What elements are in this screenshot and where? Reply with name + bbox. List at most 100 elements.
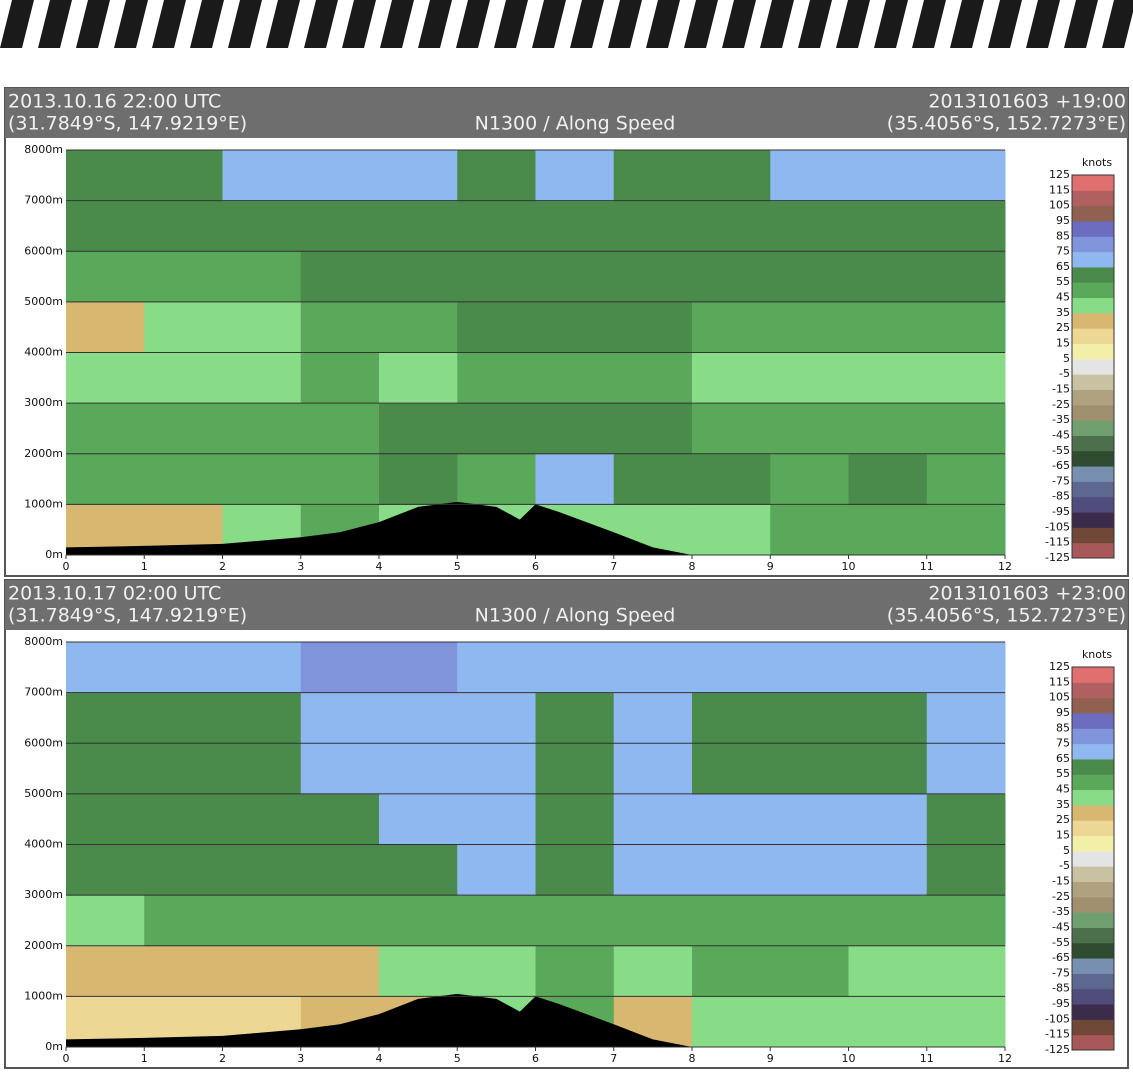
field-cell	[457, 794, 536, 845]
field-cell	[301, 150, 380, 201]
field-cell	[301, 642, 380, 693]
field-cell	[770, 201, 849, 252]
field-cell	[223, 302, 302, 353]
field-cell	[379, 454, 458, 505]
field-cell	[379, 251, 458, 302]
field-cell	[379, 794, 458, 845]
colorbar-tick-label: 65	[1056, 260, 1070, 273]
field-cell	[536, 693, 615, 744]
field-cell	[223, 895, 302, 946]
field-cell	[770, 845, 849, 896]
colorbar-tick-label: 55	[1056, 767, 1070, 780]
field-cell	[301, 693, 380, 744]
colorbar-tick-label: -95	[1052, 505, 1070, 518]
colorbar-bin	[1072, 973, 1114, 989]
field-cell	[849, 743, 928, 794]
colorbar-bin	[1072, 252, 1114, 268]
field-cell	[144, 403, 223, 454]
x-tick-label: 11	[920, 560, 934, 573]
colorbar-label: knots	[1082, 156, 1112, 169]
banner-stripes	[0, 0, 1133, 48]
field-cell	[614, 895, 693, 946]
field-cell	[536, 251, 615, 302]
field-cell	[692, 642, 771, 693]
field-cell	[144, 642, 223, 693]
colorbar-tick-label: 115	[1049, 183, 1070, 196]
field-cell	[301, 454, 380, 505]
field-cell	[223, 251, 302, 302]
colorbar-tick-label: -85	[1052, 982, 1070, 995]
field-cell	[849, 150, 928, 201]
colorbar-bin	[1072, 1035, 1114, 1051]
field-cell	[614, 201, 693, 252]
field-cell	[379, 302, 458, 353]
field-cell	[927, 693, 1006, 744]
y-tick-label: 6000m	[24, 736, 63, 749]
field-cell	[927, 353, 1006, 404]
y-tick-label: 8000m	[24, 143, 63, 156]
colorbar-bin	[1072, 405, 1114, 421]
field-cell	[692, 150, 771, 201]
x-tick-label: 12	[998, 560, 1012, 573]
field-cell	[849, 794, 928, 845]
colorbar-bin	[1072, 927, 1114, 943]
field-cell	[770, 150, 849, 201]
x-tick-label: 6	[532, 1052, 539, 1065]
field-cell	[301, 251, 380, 302]
field-cell	[457, 743, 536, 794]
field-cell	[536, 845, 615, 896]
colorbar-tick-label: 105	[1049, 691, 1070, 704]
y-tick-label: 1000m	[24, 989, 63, 1002]
field-cell	[927, 946, 1006, 997]
colorbar-bin	[1072, 805, 1114, 821]
x-tick-label: 8	[689, 560, 696, 573]
colorbar-tick-label: -115	[1045, 536, 1070, 549]
field-cell	[66, 743, 145, 794]
field-cell	[927, 996, 1006, 1047]
colorbar-label: knots	[1082, 648, 1112, 661]
field-cell	[692, 996, 771, 1047]
field-cell	[144, 150, 223, 201]
x-tick-label: 11	[920, 1052, 934, 1065]
field-cell	[536, 302, 615, 353]
field-cell	[379, 642, 458, 693]
colorbar-tick-label: 105	[1049, 199, 1070, 212]
field-cell	[66, 642, 145, 693]
field-cell	[692, 693, 771, 744]
colorbar-tick-label: 35	[1056, 798, 1070, 811]
field-cell	[927, 895, 1006, 946]
header-right: 2013101603 +23:00	[928, 583, 1126, 605]
field-cell	[144, 693, 223, 744]
field-cell	[927, 251, 1006, 302]
colorbar-tick-label: -35	[1052, 905, 1070, 918]
field-cell	[457, 353, 536, 404]
field-cell	[457, 454, 536, 505]
field-cell	[770, 996, 849, 1047]
field-cell	[692, 504, 771, 555]
header-right: (35.4056°S, 152.7273°E)	[887, 605, 1126, 627]
field-cell	[770, 454, 849, 505]
field-cell	[770, 895, 849, 946]
field-cell	[614, 743, 693, 794]
field-cell	[301, 845, 380, 896]
colorbar-bin	[1072, 374, 1114, 390]
field-cell	[770, 693, 849, 744]
field-cell	[223, 454, 302, 505]
colorbar-bin	[1072, 267, 1114, 283]
field-cell	[770, 353, 849, 404]
field-cell	[144, 302, 223, 353]
field-cell	[849, 996, 928, 1047]
colorbar-tick-label: 75	[1056, 737, 1070, 750]
field-cell	[66, 454, 145, 505]
field-cell	[457, 302, 536, 353]
colorbar-tick-label: -45	[1052, 920, 1070, 933]
field-cell	[457, 251, 536, 302]
colorbar-bin	[1072, 728, 1114, 744]
colorbar-tick-label: -5	[1059, 859, 1070, 872]
x-tick-label: 0	[63, 1052, 70, 1065]
x-tick-label: 2	[219, 560, 226, 573]
colorbar-tick-label: 15	[1056, 337, 1070, 350]
x-tick-label: 1	[141, 1052, 148, 1065]
field-cell	[223, 353, 302, 404]
field-cell	[301, 353, 380, 404]
